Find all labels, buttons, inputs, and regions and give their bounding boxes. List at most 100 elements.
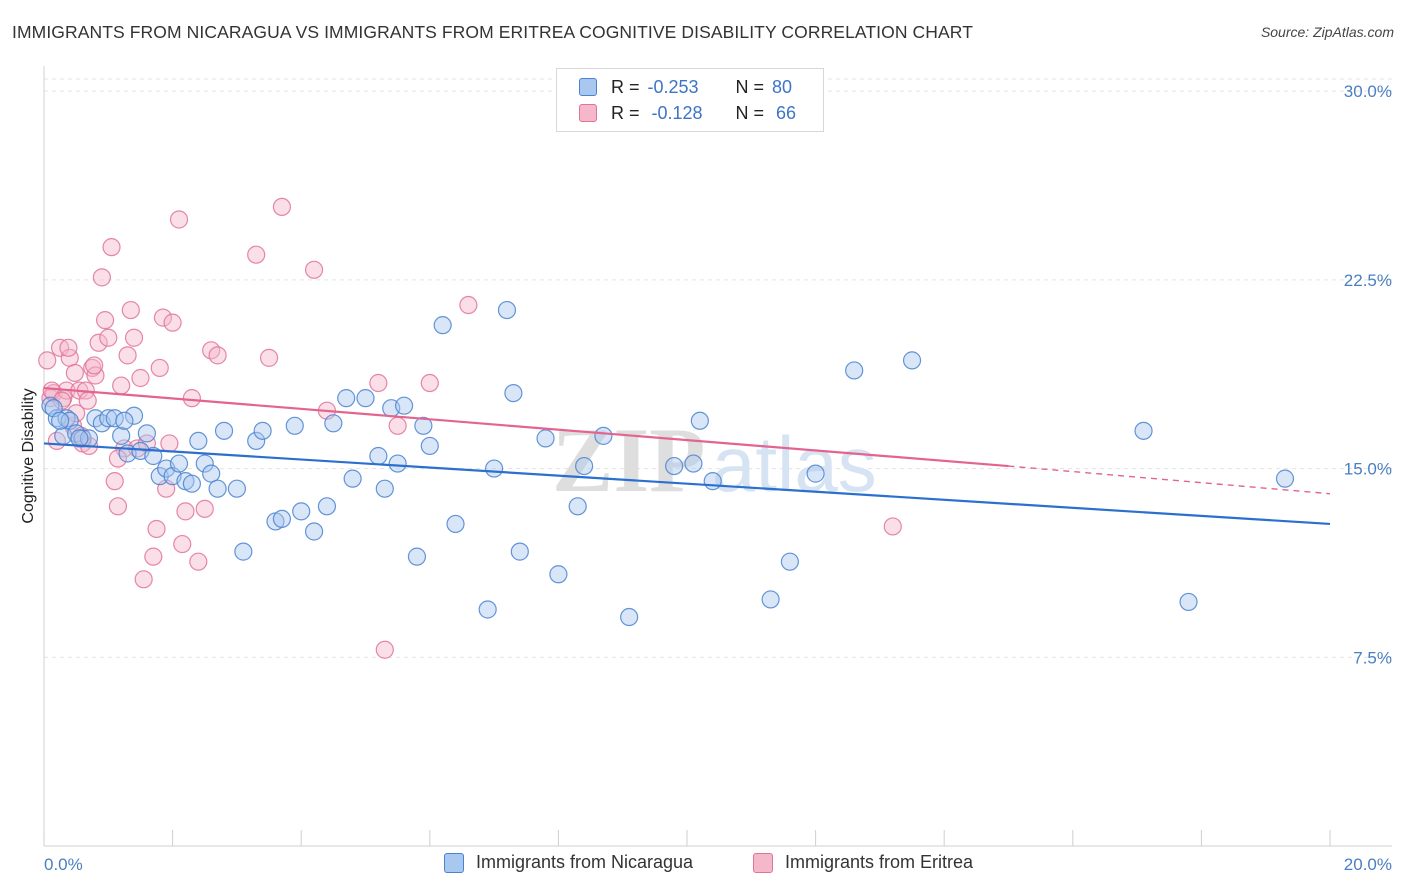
eritrea-point [131, 368, 150, 388]
nicaragua-point [1179, 592, 1198, 612]
nicaragua-point [394, 396, 414, 415]
nicaragua-point [324, 414, 343, 433]
nicaragua-point [780, 552, 799, 571]
legend-label-eritrea: Immigrants from Eritrea [785, 852, 974, 872]
eritrea-points [38, 197, 902, 659]
eritrea-trend-extension [1008, 465, 1331, 495]
tick-labels: 7.5% 15.0% 22.5% 30.0% 0.0% 20.0% [44, 82, 1392, 874]
nicaragua-point [414, 416, 433, 435]
nicaragua-point [845, 361, 864, 380]
legend-label-nicaragua: Immigrants from Nicaragua [476, 852, 694, 872]
nicaragua-point [478, 600, 497, 619]
stats-legend: R = -0.253 N = 80 R = -0.128 N = 66 [556, 68, 824, 132]
nicaragua-point [684, 454, 703, 473]
chart-source: Source: ZipAtlas.com [1260, 24, 1394, 40]
eritrea-point [65, 363, 84, 383]
nicaragua-point [407, 547, 427, 566]
eritrea-point [89, 333, 108, 352]
chart-title: IMMIGRANTS FROM NICARAGUA VS IMMIGRANTS … [12, 22, 974, 42]
nicaragua-point [124, 406, 144, 425]
legend-item-eritrea[interactable]: Immigrants from Eritrea [753, 852, 973, 873]
nicaragua-point [150, 467, 169, 486]
nicaragua-point [272, 509, 292, 529]
nicaragua-point [337, 389, 356, 408]
nicaragua-point [446, 514, 465, 534]
legend-r-value: -0.253 [647, 76, 699, 97]
eritrea-point [59, 338, 78, 357]
eritrea-point [105, 472, 124, 491]
nicaragua-point [234, 542, 253, 561]
legend-item-nicaragua[interactable]: Immigrants from Nicaragua [444, 852, 693, 873]
nicaragua-point [50, 411, 70, 430]
nicaragua-point [568, 497, 587, 516]
nicaragua-point [1275, 469, 1295, 488]
legend-r-value: -0.128 [651, 102, 703, 123]
legend-row-nicaragua: R = -0.253 N = 80 [579, 75, 792, 99]
nicaragua-point [485, 459, 504, 478]
y-axis-label: Cognitive Disability [20, 388, 37, 523]
grid-lines [44, 78, 1392, 658]
nicaragua-point [665, 456, 684, 476]
nicaragua-point [703, 472, 722, 491]
nicaragua-point [115, 411, 134, 430]
y-tick-label: 15.0% [1344, 460, 1392, 479]
eritrea-point [883, 517, 902, 536]
y-tick-label: 22.5% [1344, 271, 1392, 290]
eritrea-point [121, 300, 140, 320]
legend-n-label: N = [735, 102, 765, 123]
legend-n-label: N = [735, 76, 765, 97]
x-tick-label: 20.0% [1344, 855, 1392, 874]
eritrea-point [150, 358, 169, 378]
eritrea-point [208, 346, 227, 365]
legend-n-value: 80 [772, 76, 793, 97]
eritrea-point [95, 311, 115, 330]
eritrea-point [272, 197, 292, 217]
eritrea-point [388, 416, 407, 435]
nicaragua-point [497, 300, 517, 320]
nicaragua-point [144, 446, 163, 466]
eritrea-point [144, 547, 163, 566]
eritrea-point [92, 268, 111, 287]
nicaragua-point [247, 431, 266, 451]
eritrea-point [85, 356, 104, 375]
eritrea-point [38, 351, 57, 370]
eritrea-point [67, 404, 86, 423]
eritrea-point [247, 245, 266, 264]
eritrea-point [420, 373, 439, 393]
axes [43, 66, 1392, 847]
eritrea-point [102, 238, 121, 257]
eritrea-point [118, 346, 137, 365]
nicaragua-point [369, 446, 388, 466]
nicaragua-point [317, 497, 337, 516]
nicaragua-point [112, 426, 131, 445]
eritrea-point [153, 308, 173, 327]
nicaragua-point [761, 590, 780, 609]
nicaragua-point [356, 389, 375, 408]
nicaragua-point [433, 316, 452, 335]
nicaragua-point [195, 454, 214, 473]
nicaragua-point [575, 456, 594, 476]
eritrea-point [375, 640, 394, 659]
eritrea-point [259, 348, 279, 367]
nicaragua-point [182, 474, 201, 493]
legend-swatch-nicaragua [579, 78, 597, 96]
eritrea-point [173, 534, 192, 554]
nicaragua-point [1134, 421, 1153, 440]
eritrea-point [369, 373, 388, 393]
eritrea-point [147, 519, 166, 539]
nicaragua-point [137, 424, 156, 443]
nicaragua-point [227, 479, 246, 498]
nicaragua-point [253, 421, 272, 440]
nicaragua-point [214, 421, 234, 440]
legend-swatch-eritrea [753, 852, 773, 873]
eritrea-point [195, 499, 214, 518]
legend-swatch-nicaragua [444, 852, 464, 873]
y-tick-label: 7.5% [1353, 648, 1392, 667]
nicaragua-point [292, 502, 311, 521]
eritrea-point [304, 260, 324, 279]
nicaragua-point [388, 454, 407, 473]
eritrea-point [108, 449, 128, 468]
eritrea-point [189, 552, 208, 571]
nicaragua-point [902, 351, 922, 370]
eritrea-point [163, 313, 182, 332]
